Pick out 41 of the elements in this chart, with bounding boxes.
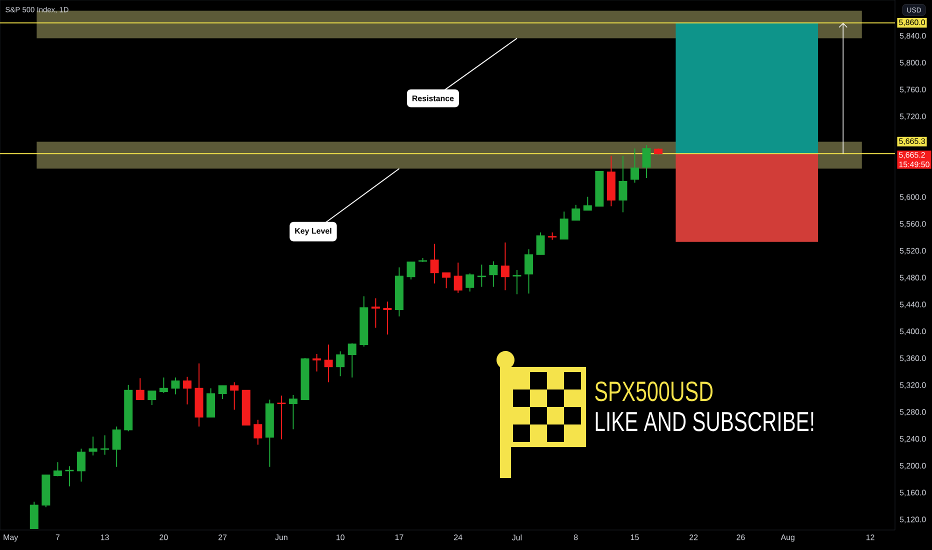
candlestick — [159, 377, 168, 394]
candlestick — [477, 264, 486, 288]
candlestick — [572, 204, 580, 221]
candlestick — [254, 419, 262, 446]
candlestick — [512, 270, 522, 295]
candlestick — [618, 155, 628, 213]
candlestick — [88, 436, 98, 456]
candlestick — [642, 144, 651, 179]
candlestick — [112, 426, 121, 468]
candlestick — [136, 378, 144, 400]
candlestick — [148, 390, 156, 406]
candlestick — [383, 301, 392, 336]
candlestick — [348, 342, 356, 378]
candlestick — [583, 196, 592, 211]
candlestick — [336, 350, 345, 377]
candlestick — [500, 242, 510, 291]
candlestick — [30, 501, 38, 530]
candlestick — [277, 395, 286, 440]
annotation: LIKE AND SUBSCRIBE! — [596, 412, 814, 432]
candlestick — [454, 262, 462, 294]
candlestick — [560, 211, 568, 240]
candlestick — [230, 382, 239, 410]
candlestick — [312, 354, 322, 372]
candlestick — [442, 272, 451, 289]
candlestick — [430, 243, 439, 284]
candlestick — [324, 344, 333, 383]
annotation: SPX500USD — [595, 382, 713, 402]
candlestick — [77, 448, 86, 482]
candlestick — [53, 462, 62, 477]
candlestick — [466, 272, 474, 292]
candlestick — [489, 260, 498, 288]
candlestick — [288, 394, 298, 430]
candlestick — [206, 388, 216, 418]
candlestick — [406, 261, 416, 280]
candlestick — [171, 377, 180, 395]
candlestick — [183, 376, 192, 405]
candlestick — [218, 385, 227, 400]
candlestick — [630, 148, 639, 184]
candlestick — [524, 248, 533, 294]
candlestick — [536, 232, 545, 256]
candlestick — [371, 298, 380, 328]
